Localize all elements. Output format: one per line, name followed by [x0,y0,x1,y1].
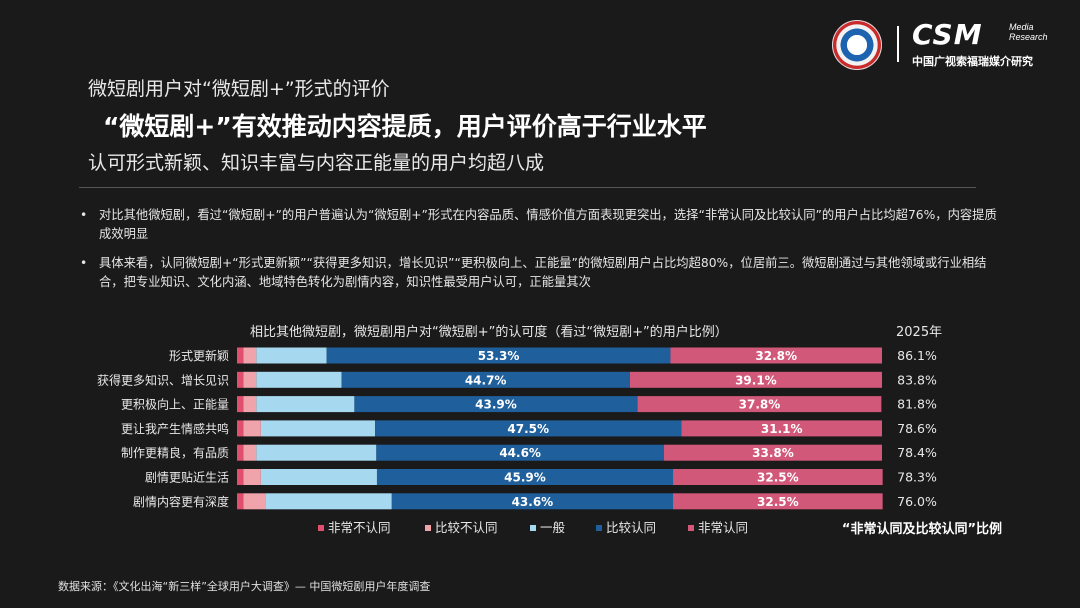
media-line: Media [1009,22,1034,32]
data-label: 44.7% [465,373,507,387]
bar-segment [673,493,883,510]
bar-segment [243,371,257,388]
divider-line [79,187,976,188]
legend-swatch [530,525,536,531]
total-label: 86.1% [897,348,937,363]
headline: “微短剧+”有效推动内容提质，用户评价高于行业水平 [103,112,707,141]
bar-segment [237,444,244,461]
data-label: 33.8% [752,446,794,460]
data-label: 32.5% [757,471,799,485]
data-label: 53.3% [478,349,520,363]
bar-segment [237,371,244,388]
bar-segment [237,347,244,364]
legend-label: 非常认同 [698,520,748,535]
total-label: 78.3% [897,470,937,485]
bar-segment [243,493,266,510]
bar-segment [243,469,261,485]
bar-segment [375,420,682,437]
category-label: 形式更新颖 [169,348,229,363]
bar-segment [637,396,882,413]
legend-label: 非常不认同 [328,520,391,535]
category-label: 剧情更贴近生活 [145,471,229,485]
institution-seal-logo [832,20,882,70]
category-label: 剧情内容更有深度 [133,494,229,509]
bar-segment [670,347,882,364]
research-line: Research [1009,32,1048,42]
legend-label: 比较不认同 [435,520,498,535]
chart-title: 相比其他微短剧，微短剧用户对“微短剧+”的认可度（看过“微短剧+”的用户比例） [250,325,728,340]
brand-subtitle: 中国广视索福瑞媒介研究 [912,55,1033,68]
bar-segment [256,444,377,461]
bullet-dot: • [80,208,88,222]
total-label: 83.8% [897,372,937,387]
category-label: 更让我产生情感共鸣 [121,421,229,436]
legend-swatch [425,525,431,531]
bar-segment [256,371,342,388]
total-label: 78.6% [897,421,937,436]
legend-swatch [318,525,324,531]
data-label: 43.9% [475,398,517,412]
bullet-text: 对比其他微短剧，看过“微短剧+”的用户普遍认为“微短剧+”形式在内容品质、情感价… [99,208,997,241]
bar-segment [260,469,377,485]
bar-segment [256,396,355,413]
bullet-point: • 具体来看，认同微短剧+“形式更新颖”“获得更多知识，增长见识”“更积极向上、… [80,254,1000,292]
bar-segment [260,420,376,437]
legend-label: 一般 [540,520,566,535]
bar-segment [243,396,257,413]
bar-segment [237,469,244,485]
data-label: 47.5% [507,422,549,436]
bar-segment [237,420,244,437]
bar-segment [629,371,883,388]
data-label: 32.8% [755,349,797,363]
data-label: 43.6% [512,495,554,509]
legend-label: 比较认同 [606,520,656,535]
data-source-footer: 数据来源：《文化出海“新三样”全球用户大调查》— 中国微短剧用户年度调查 [58,580,431,593]
bar-segment [237,396,244,413]
year-label: 2025年 [896,325,943,340]
data-label: 31.1% [761,422,803,436]
csm-logo-text: CSM [912,18,983,51]
total-label: 76.0% [897,494,937,509]
total-label: 78.4% [897,445,937,460]
legend-swatch [596,525,602,531]
data-label: 39.1% [735,373,777,387]
bar-segment [673,469,883,485]
data-label: 32.5% [757,495,799,509]
bar-segment [391,493,674,510]
bar-segment [243,420,261,437]
legend-swatch [688,525,694,531]
data-label: 44.6% [499,446,541,460]
category-label: 制作更精良，有品质 [121,445,229,460]
section-title: 微短剧用户对“微短剧+”形式的评价 [88,78,390,100]
bar-segment [256,347,327,364]
category-label: 获得更多知识、增长见识 [97,372,229,387]
total-label: 81.8% [897,397,937,412]
bar-segment [326,347,671,364]
data-label: 45.9% [504,471,546,485]
bar-segment [265,493,392,510]
category-label: 更积极向上、正能量 [121,397,229,412]
bullet-text: 具体来看，认同微短剧+“形式更新颖”“获得更多知识，增长见识”“更积极向上、正能… [99,256,987,289]
media-research-text: Media Research [1009,22,1069,42]
logo-divider [897,26,899,62]
bar-segment [376,444,664,461]
bar-segment [354,396,638,413]
bar-segment [681,420,882,437]
bar-segment [663,444,882,461]
right-column-label: “非常认同及比较认同”比例 [842,521,1002,537]
bullet-point: • 对比其他微短剧，看过“微短剧+”的用户普遍认为“微短剧+”形式在内容品质、情… [80,206,1000,244]
data-label: 37.8% [739,398,781,412]
bar-segment [243,444,257,461]
bullet-dot: • [80,256,88,270]
bar-segment [376,469,674,485]
subheadline: 认可形式新颖、知识丰富与内容正能量的用户均超八成 [88,152,545,174]
bar-segment [341,371,630,388]
bar-segment [237,493,244,510]
bar-segment [243,347,257,364]
